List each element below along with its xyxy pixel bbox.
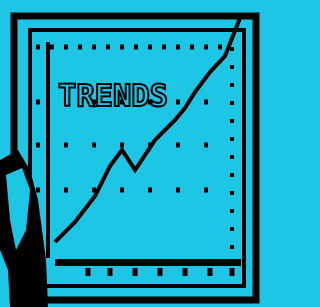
title: TRENDS bbox=[58, 79, 168, 114]
trends-illustration: TRENDS bbox=[0, 0, 268, 307]
x-ticks bbox=[88, 268, 232, 276]
x-axis-bar bbox=[55, 259, 241, 266]
page: TRENDS (() => { const data = JSON.parse(… bbox=[0, 0, 268, 307]
